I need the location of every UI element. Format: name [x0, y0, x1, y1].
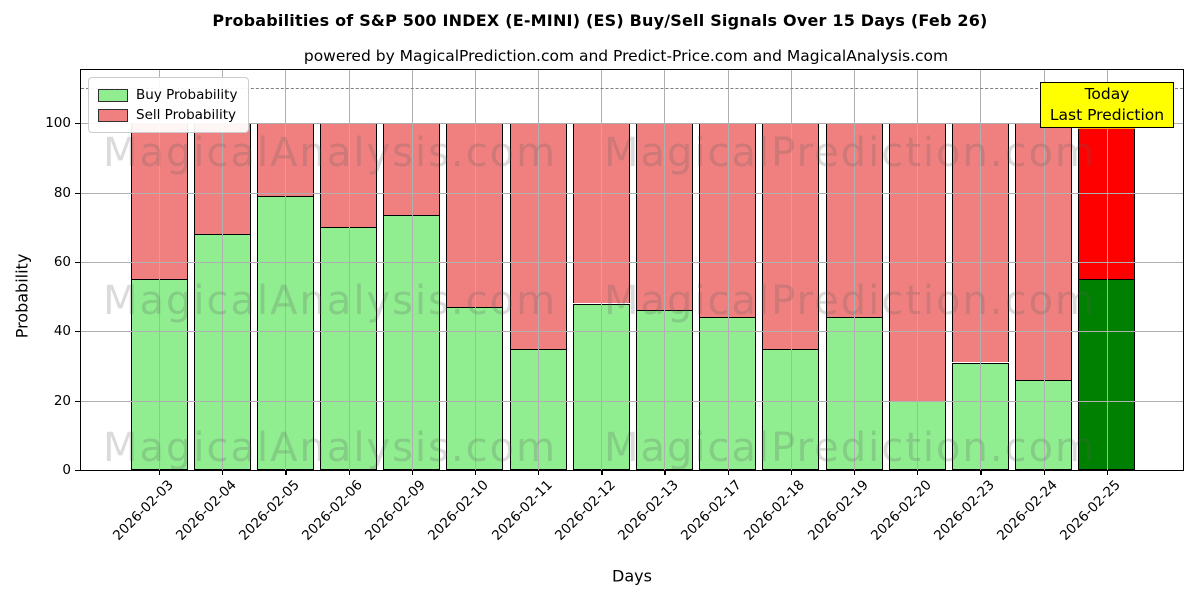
v-gridline [222, 70, 224, 470]
v-gridline [348, 70, 350, 470]
y-tick [75, 470, 81, 472]
legend-item-sell: Sell Probability [98, 105, 237, 125]
y-tick-label: 40 [53, 323, 71, 340]
x-tick [474, 470, 477, 475]
y-tick-label: 100 [45, 115, 71, 132]
x-tick [1043, 470, 1045, 475]
buy-probability-swatch [98, 88, 128, 102]
sell-probability-swatch [98, 108, 128, 122]
h-gridline [81, 192, 1183, 194]
watermark-text: MagicalAnalysis.com [102, 129, 558, 176]
x-tick [1106, 470, 1108, 475]
v-gridline [980, 70, 982, 470]
x-tick [222, 470, 224, 475]
today-label-line1: Today [1084, 85, 1130, 103]
v-gridline [664, 70, 666, 470]
h-gridline [81, 123, 1183, 125]
y-tick [75, 400, 81, 402]
watermark-text: MagicalPrediction.com [604, 129, 1096, 176]
y-tick-label: 20 [53, 392, 71, 409]
threshold-dashed-line [81, 88, 1183, 90]
y-tick [75, 261, 81, 264]
watermark-text: MagicalPrediction.com [604, 277, 1096, 324]
v-gridline [411, 70, 413, 470]
y-tick [75, 331, 81, 333]
watermark-text: MagicalAnalysis.com [102, 424, 558, 471]
h-gridline [81, 400, 1183, 402]
x-tick [917, 470, 919, 475]
v-gridline [917, 70, 919, 470]
h-gridline [81, 331, 1183, 333]
v-gridline [538, 70, 540, 470]
legend-label-sell: Sell Probability [136, 107, 237, 123]
watermark-text: MagicalPrediction.com [604, 424, 1096, 471]
v-gridline [159, 70, 160, 470]
x-tick [727, 470, 729, 475]
x-tick [664, 470, 666, 475]
x-tick [348, 470, 350, 475]
x-tick [980, 470, 982, 475]
y-tick [75, 192, 81, 194]
chart-subtitle: powered by MagicalPrediction.com and Pre… [303, 47, 949, 65]
x-tick [411, 470, 413, 475]
v-gridline [1043, 70, 1045, 470]
v-gridline [474, 70, 476, 470]
x-tick [285, 470, 287, 475]
v-gridline [601, 70, 603, 470]
grid-layer: 0 20 40 60 80 100 2026-02-03 2026-02-04 2026-02-… [45, 70, 1183, 544]
watermark-text: MagicalAnalysis.com [102, 277, 558, 324]
watermark-layer: MagicalAnalysis.com MagicalPrediction.com… [81, 70, 1183, 471]
h-gridline [81, 261, 1183, 263]
v-gridline [1106, 70, 1108, 470]
chart-title: Probabilities of S&P 500 INDEX (E-MINI) … [212, 11, 988, 30]
x-tick [538, 470, 540, 475]
v-gridline [790, 70, 792, 470]
x-tick [790, 470, 793, 475]
y-tick [75, 123, 81, 125]
y-tick-label: 60 [53, 253, 71, 270]
x-tick [854, 470, 856, 475]
v-gridline [285, 70, 287, 470]
legend-label-buy: Buy Probability [136, 87, 238, 103]
v-gridline [727, 70, 729, 470]
plot-area: 0 20 40 60 80 100 2026-02-03 2026-02-04 2026-02-… [45, 69, 1184, 544]
v-gridline [854, 70, 855, 470]
y-tick-label: 0 [62, 462, 71, 478]
x-axis-title: Days [612, 566, 652, 586]
y-tick-label: 80 [53, 184, 71, 201]
x-tick [601, 470, 603, 475]
today-last-prediction-label: Today Last Prediction [1040, 82, 1174, 128]
today-label-line2: Last Prediction [1049, 106, 1165, 124]
x-tick [159, 470, 161, 475]
legend-item-buy: Buy Probability [98, 85, 237, 105]
legend: Buy Probability Sell Probability [88, 77, 250, 133]
